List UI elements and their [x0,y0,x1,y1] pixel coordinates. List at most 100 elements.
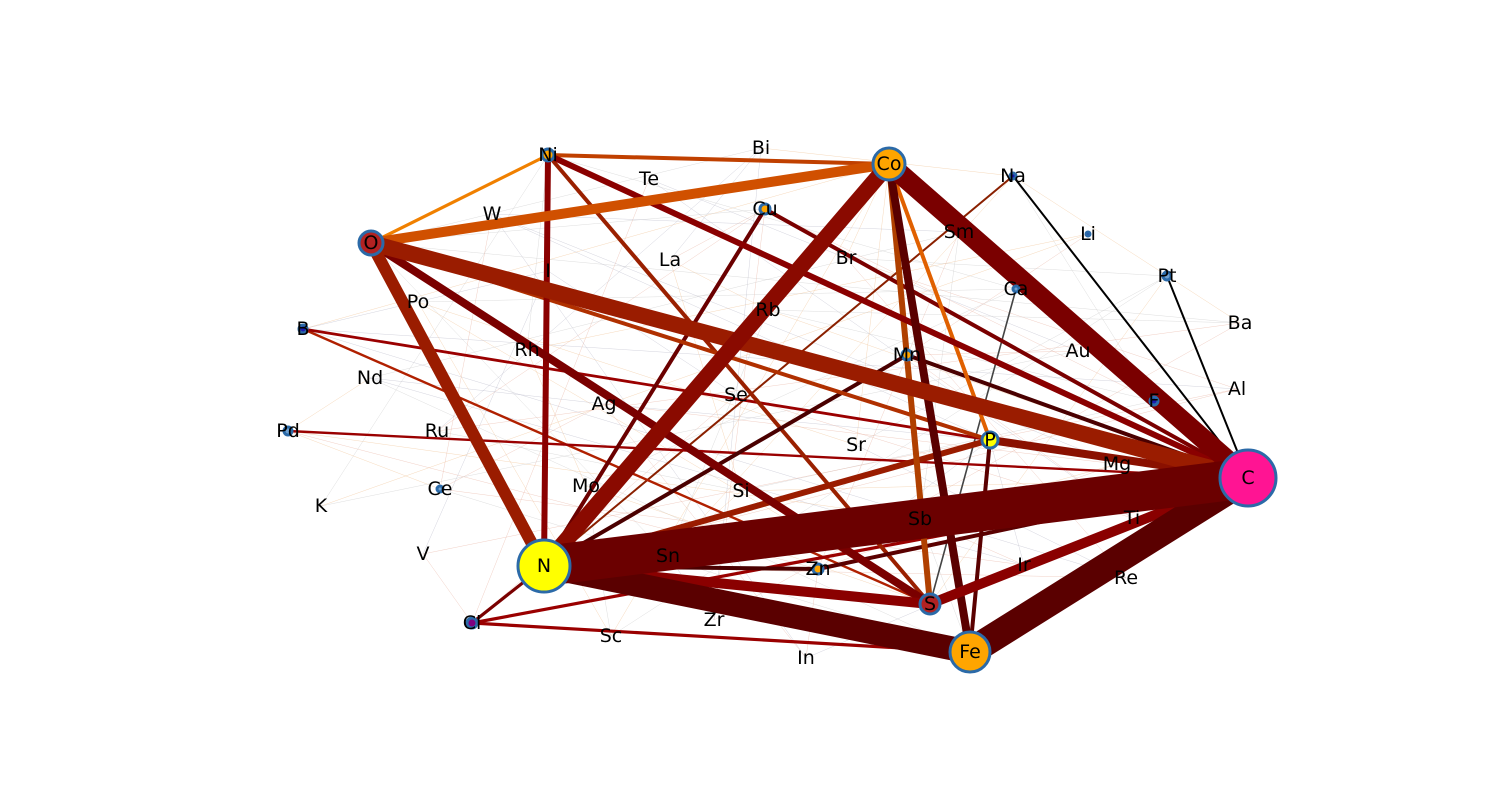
node-label-Br: Br [836,247,857,269]
node-circle-Na [1008,171,1018,181]
node-Rb: Rb [755,299,780,321]
faint-edge [669,147,762,261]
node-Mg: Mg [1103,453,1131,475]
node-V: V [417,543,430,565]
node-label-N: N [537,555,551,577]
node-label-C: C [1241,467,1254,489]
node-label-Cu: Cu [752,198,777,220]
node-Zn: Zn [805,558,830,580]
node-label-S: S [924,593,936,615]
node-S: S [918,592,942,616]
node-label-Bi: Bi [752,137,770,159]
node-label-Mg: Mg [1103,453,1131,475]
node-label-V: V [417,543,430,565]
node-Sc: Sc [600,625,623,647]
faint-edge [370,242,1241,324]
node-label-Te: Te [638,168,659,190]
edge-Pd-C [286,429,1250,480]
node-label-Ir: Ir [1017,554,1031,576]
edge-Co-C [879,154,1258,488]
node-circle-N [516,538,572,594]
node-circle-Ca [1011,284,1021,294]
node-Pt: Pt [1158,265,1177,287]
node-label-I: I [545,260,551,282]
node-label-Si: Si [732,480,749,502]
node-Ru: Ru [425,420,449,442]
faint-edge [603,403,1118,465]
node-Sm: Sm [944,221,975,243]
node-Ni: Ni [538,144,558,166]
node-circle-Mn [900,348,914,362]
node-F: F [1148,390,1160,412]
node-Mn: Mn [893,344,921,366]
node-label-F: F [1149,390,1160,412]
node-Ce: Ce [428,478,453,500]
node-Sb: Sb [908,508,932,530]
edge-N-C [524,458,1268,586]
node-label-Sc: Sc [600,625,623,647]
node-label-In: In [797,647,815,669]
node-I: I [545,260,551,282]
node-label-Al: Al [1228,378,1246,400]
node-K: K [315,495,328,517]
node-Se: Se [724,384,748,406]
node-Ir: Ir [1017,554,1031,576]
node-label-Ba: Ba [1228,312,1253,334]
edge-P-Fe [968,438,992,654]
node-Po: Po [407,291,429,313]
edge-B-P [301,327,992,442]
node-circle-Ce [435,484,445,494]
edge-Cu-C [763,207,1250,480]
node-label-Ca: Ca [1004,278,1029,300]
node-P: P [980,429,1000,451]
node-circle-C [1218,448,1278,508]
node-label-Mn: Mn [893,344,921,366]
node-Pd: Pd [276,420,300,442]
node-B: B [296,318,309,340]
edge-Co-Fe [885,160,974,656]
node-N: N [516,538,572,594]
faint-edge [417,301,857,446]
node-Rh: Rh [514,339,539,361]
node-Al: Al [1228,378,1246,400]
edge-O-N [365,237,550,572]
node-label-Sb: Sb [908,508,932,530]
node-label-B: B [296,318,309,340]
faint-edge [422,388,1238,555]
node-label-Zr: Zr [704,609,725,631]
node-circle-Ni [540,147,556,163]
faint-edge [422,270,549,555]
faint-edge [439,213,493,490]
node-Cl: Cl [463,612,482,634]
node-circle-Cu [758,202,772,216]
node-label-O: O [364,232,379,254]
edge-Fe-C [956,464,1262,666]
node-label-Pt: Pt [1158,265,1177,287]
node-label-Mo: Mo [572,475,600,497]
node-label-Ce: Ce [428,478,453,500]
node-circle-B [297,323,309,335]
edge-Cu-N [542,207,767,568]
faint-edge [1012,175,1241,324]
node-label-La: La [659,249,681,271]
node-label-Na: Na [1000,165,1026,187]
node-La: La [659,249,681,271]
faint-edge [526,154,549,351]
node-label-Cl: Cl [463,612,482,634]
node-Zr: Zr [704,609,725,631]
node-circle-Fe [948,630,992,674]
node-label-Po: Po [407,291,429,313]
node-label-Nd: Nd [357,367,383,389]
node-label-P: P [984,429,995,451]
node-circle-Zn [811,562,825,576]
node-label-Ag: Ag [591,393,616,415]
faint-edge [436,208,766,432]
node-label-Ni: Ni [538,144,558,166]
node-circle-Co [871,146,907,182]
node-Ca: Ca [1004,278,1029,300]
node-label-Ru: Ru [425,420,449,442]
node-circle-O [357,229,385,257]
node-Ba: Ba [1228,312,1253,334]
node-label-Rb: Rb [755,299,780,321]
node-Sr: Sr [846,434,866,456]
